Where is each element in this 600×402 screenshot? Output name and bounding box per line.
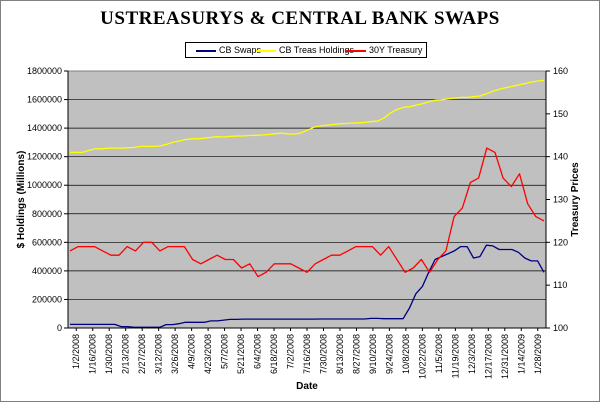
left-tick-label: 800000 (32, 209, 62, 219)
x-tick-label: 1/28/2009 (533, 334, 543, 374)
y-axis-title-right: Treasury Prices (570, 162, 581, 237)
x-tick-label: 4/9/2008 (187, 334, 197, 369)
legend-label-cb-swaps: CB Swaps (219, 45, 262, 55)
left-tick-label: 1200000 (27, 152, 62, 162)
x-tick-label: 12/17/2008 (483, 334, 493, 379)
chart-title: USTREASURYS & CENTRAL BANK SWAPS (100, 8, 500, 29)
series-line-cb-swaps (70, 244, 545, 328)
left-tick-label: 0 (57, 323, 62, 333)
legend-item-cb-swaps: CB Swaps (196, 44, 261, 56)
x-tick-label: 9/10/2008 (368, 334, 378, 374)
legend: CB Swaps CB Treas Holdings 30Y Treasury (185, 42, 427, 58)
legend-swatch-cb-treas (256, 49, 276, 52)
x-axis-title: Date (296, 381, 318, 392)
plot-area (67, 70, 547, 329)
x-tick-label: 11/5/2008 (434, 334, 444, 373)
legend-item-30y: 30Y Treasury (346, 44, 422, 56)
x-tick-label: 7/2/2008 (286, 334, 296, 369)
right-tick-label: 160 (553, 66, 568, 76)
series-line-30y-treasury (69, 147, 545, 278)
x-tick-label: 10/22/2008 (417, 334, 427, 379)
left-tick-label: 1000000 (27, 180, 62, 190)
left-tick-label: 1800000 (27, 66, 62, 76)
x-tick-label: 11/19/2008 (450, 334, 460, 378)
x-tick-label: 7/16/2008 (302, 334, 312, 374)
right-tick-label: 100 (553, 323, 568, 333)
x-tick-label: 3/12/2008 (154, 334, 164, 374)
x-tick-label: 4/23/2008 (203, 334, 213, 374)
x-tick-label: 1/14/2009 (516, 334, 526, 374)
right-tick-label: 120 (553, 237, 568, 247)
x-tick-label: 12/3/2008 (467, 334, 477, 374)
x-tick-label: 12/31/2008 (500, 334, 510, 379)
left-tick-label: 200000 (32, 294, 62, 304)
x-tick-label: 2/27/2008 (137, 334, 147, 374)
x-tick-label: 9/24/2008 (384, 334, 394, 374)
left-tick-label: 1600000 (27, 95, 62, 105)
x-tick-label: 1/16/2008 (88, 334, 98, 374)
x-tick-label: 1/30/2008 (104, 334, 114, 374)
x-tick-label: 7/30/2008 (318, 334, 328, 374)
legend-swatch-30y (346, 49, 366, 52)
x-tick-label: 8/13/2008 (335, 334, 345, 374)
legend-swatch-cb-swaps (196, 49, 216, 52)
series-line-cb-treas (70, 79, 545, 154)
x-tick-label: 3/26/2008 (170, 334, 180, 374)
left-tick-label: 600000 (32, 237, 62, 247)
right-tick-label: 150 (553, 109, 568, 119)
legend-label-30y: 30Y Treasury (369, 45, 423, 55)
x-tick-label: 1/2/2008 (71, 334, 81, 369)
left-tick-label: 1400000 (27, 123, 62, 133)
x-tick-label: 5/21/2008 (236, 334, 246, 374)
legend-label-cb-treas: CB Treas Holdings (279, 45, 355, 55)
x-tick-label: 10/8/2008 (401, 334, 411, 374)
left-tick-label: 400000 (32, 266, 62, 276)
x-tick-label: 8/27/2008 (351, 334, 361, 374)
legend-item-cb-treas: CB Treas Holdings (256, 44, 354, 56)
x-tick-label: 6/4/2008 (253, 334, 263, 369)
right-tick-label: 110 (553, 280, 567, 290)
right-tick-label: 140 (553, 152, 568, 162)
x-tick-label: 2/13/2008 (121, 334, 131, 374)
x-tick-label: 6/18/2008 (269, 334, 279, 374)
x-tick-label: 5/7/2008 (220, 334, 230, 369)
y-axis-title-left: $ Holdings (Millions) (16, 151, 27, 249)
right-tick-label: 130 (553, 195, 568, 205)
